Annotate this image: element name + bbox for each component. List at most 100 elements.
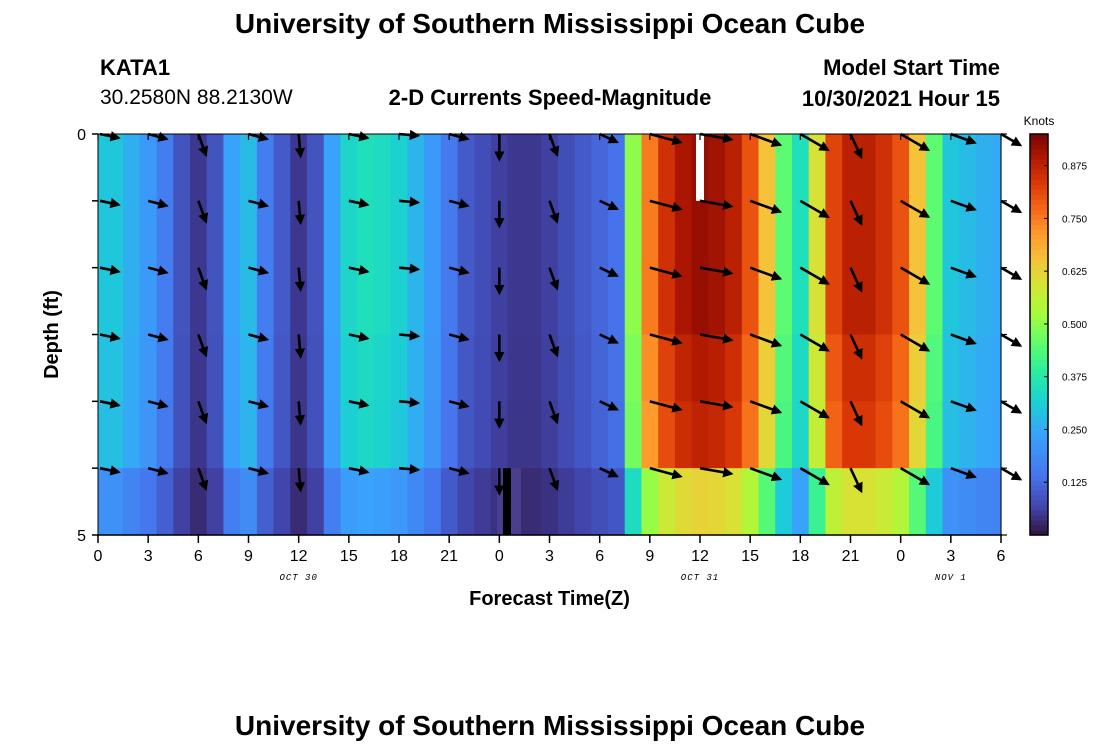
heatmap-cell <box>223 200 241 269</box>
colorbar-swatch <box>1030 134 1048 140</box>
heatmap-cell <box>791 267 810 336</box>
heatmap-cell <box>608 134 626 202</box>
heatmap-cell <box>273 134 291 202</box>
colorbar-swatch <box>1030 359 1048 366</box>
heatmap-cell <box>842 401 860 469</box>
heatmap-cell <box>424 334 442 402</box>
colorbar-swatch <box>1030 489 1048 496</box>
colorbar-swatch <box>1030 244 1048 250</box>
current-vector-arrow <box>448 465 470 477</box>
colorbar-swatch <box>1030 354 1048 361</box>
heatmap-cell <box>507 334 526 402</box>
current-vector-arrow <box>398 263 421 274</box>
heatmap-cell <box>875 267 893 336</box>
current-vector-arrow <box>950 132 977 145</box>
heatmap-cell <box>240 267 258 336</box>
current-vector-arrow <box>649 333 683 346</box>
y-axis: 0 5 Depth (ft) <box>41 127 1007 545</box>
colorbar-swatch <box>1030 324 1048 331</box>
heatmap-cell <box>641 334 659 402</box>
heatmap-cell <box>457 134 475 202</box>
heatmap-cell <box>557 468 576 536</box>
current-vector-arrow <box>294 401 306 426</box>
heatmap-cell <box>323 468 342 536</box>
heatmap-cell <box>541 134 559 202</box>
heatmap-cell <box>173 200 191 269</box>
heatmap-cell <box>457 267 475 336</box>
heatmap-cell <box>139 334 158 402</box>
heatmap-cell <box>758 134 776 202</box>
heatmap-cell <box>373 468 392 536</box>
current-vector-arrow <box>398 330 421 341</box>
heatmap-cell <box>791 200 810 269</box>
heatmap-cell <box>98 401 107 469</box>
heatmap-cell <box>658 468 676 536</box>
heatmap-cell <box>791 134 810 202</box>
heatmap-cell <box>942 200 960 269</box>
heatmap-cell <box>557 401 576 469</box>
heatmap-cell <box>624 334 643 402</box>
colorbar-swatch <box>1030 459 1048 466</box>
current-vector-arrow <box>649 132 683 146</box>
data-gap-mark <box>503 468 511 535</box>
x-tick-label: 6 <box>997 548 1006 565</box>
current-vector-arrow <box>348 264 370 276</box>
heatmap-cell <box>741 468 760 536</box>
heatmap-cell <box>507 267 526 336</box>
heatmap-cell <box>557 134 576 202</box>
current-vector-arrow <box>294 334 306 359</box>
current-vector-arrow <box>950 400 977 413</box>
x-tick-label: 3 <box>144 548 153 565</box>
heatmap-cell <box>775 334 793 402</box>
heatmap-cell <box>189 401 208 469</box>
current-vector-arrow <box>799 132 830 152</box>
heatmap-cell <box>741 401 760 469</box>
heatmap-cell <box>524 401 542 469</box>
colorbar-tick-label: 0.500 <box>1062 320 1087 331</box>
heatmap-cell <box>106 468 124 536</box>
heatmap-cell <box>658 334 676 402</box>
heatmap-cell <box>323 267 342 336</box>
heatmap-cell <box>156 401 174 469</box>
colorbar-swatch <box>1030 199 1048 205</box>
heatmap-cell <box>959 334 977 402</box>
current-vector-arrow <box>849 333 863 360</box>
current-vector-arrow <box>99 331 121 342</box>
current-vector-arrow <box>699 333 734 344</box>
current-vector-arrow <box>99 264 121 276</box>
heatmap-cell <box>975 200 994 269</box>
heatmap-cell <box>674 134 693 202</box>
current-vector-arrow <box>548 200 560 224</box>
colorbar-swatch <box>1030 469 1048 476</box>
heatmap-cell <box>624 267 643 336</box>
heatmap-cell <box>307 200 325 269</box>
current-vector-arrow <box>749 132 783 147</box>
current-vector-arrow <box>147 198 169 209</box>
heatmap-cell <box>775 267 793 336</box>
heatmap-cell <box>424 267 442 336</box>
current-vector-arrow <box>398 463 421 475</box>
heatmap-cell <box>98 200 107 269</box>
heatmap-cell <box>791 334 810 402</box>
heatmap-cell <box>357 401 375 469</box>
heatmap-cell <box>674 401 693 469</box>
heatmap-cell <box>674 334 693 402</box>
current-vector-arrow <box>849 267 863 293</box>
heatmap-cell <box>189 134 208 202</box>
heatmap-cell <box>574 267 592 336</box>
colorbar-swatch <box>1030 514 1048 521</box>
heatmap-cell <box>708 468 726 536</box>
heatmap-cell <box>223 134 241 202</box>
colorbar-tick-label: 0.375 <box>1062 373 1087 384</box>
colorbar-tick-label: 0.875 <box>1062 162 1087 173</box>
heatmap-cell <box>256 334 275 402</box>
colorbar-swatch <box>1030 474 1048 481</box>
heatmap-cell <box>858 200 877 269</box>
heatmap-cell <box>925 334 944 402</box>
current-vector-arrow <box>699 266 734 277</box>
heatmap-cell <box>173 401 191 469</box>
heatmap-cell <box>725 200 743 269</box>
heatmap-cell <box>340 200 358 269</box>
colorbar-swatch <box>1030 494 1048 501</box>
heatmap-cell <box>741 200 760 269</box>
